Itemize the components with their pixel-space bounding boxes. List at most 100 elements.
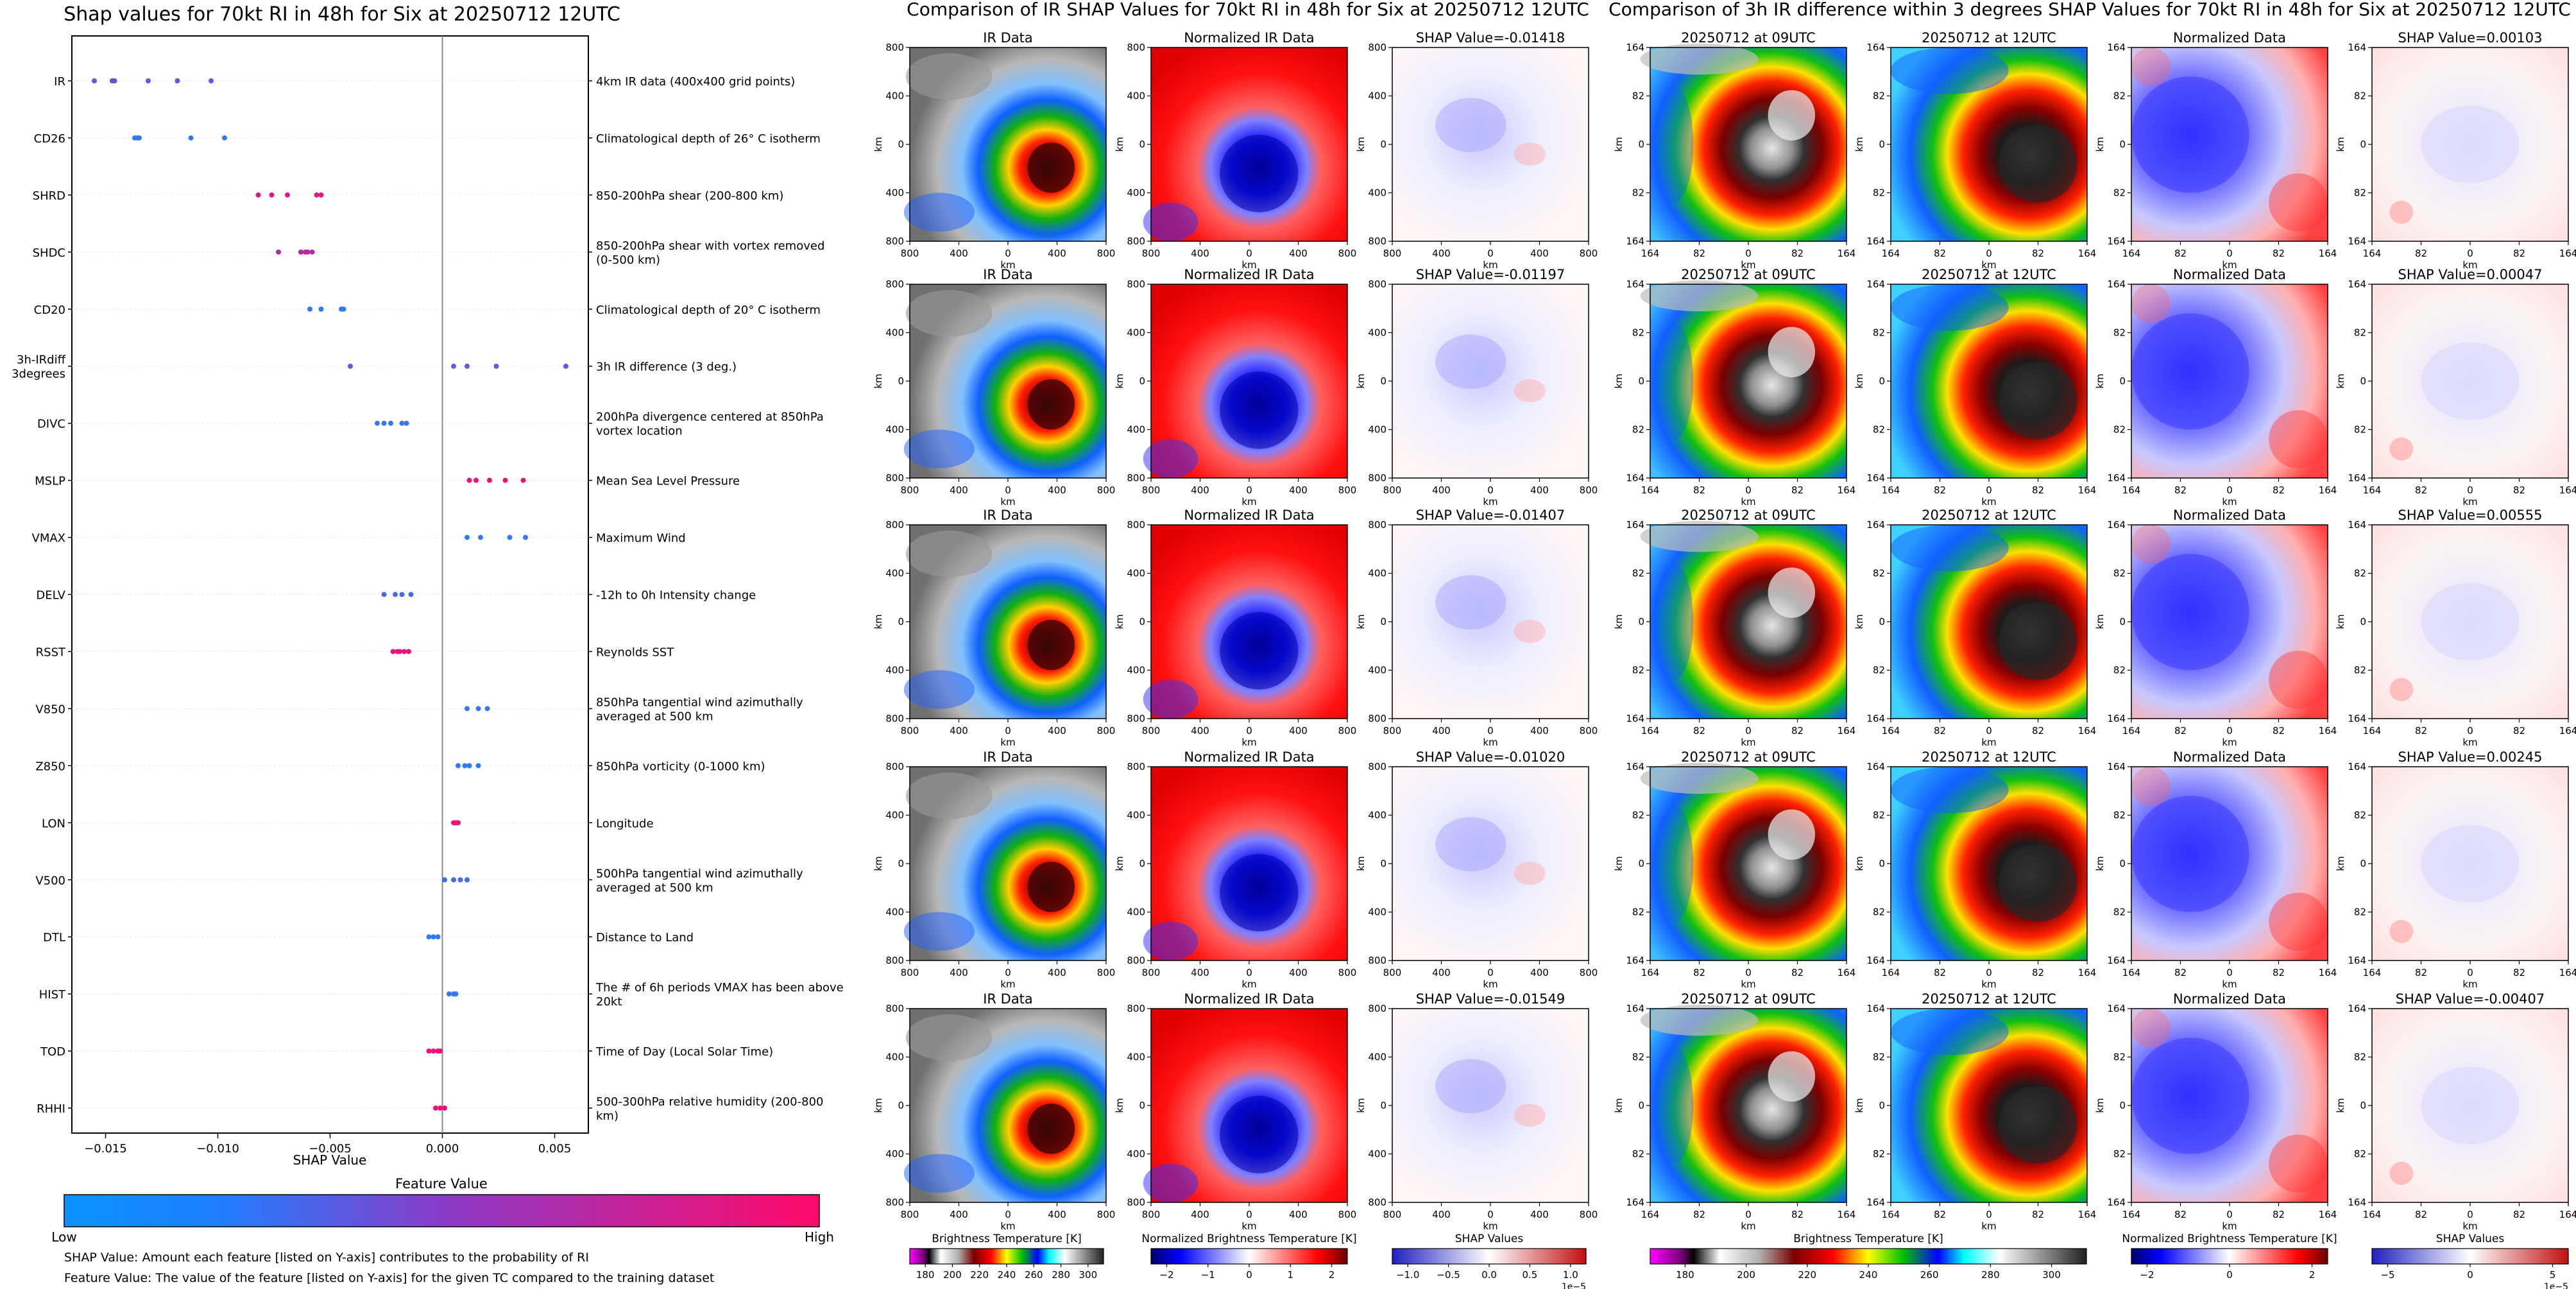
panel-ylabel: km xyxy=(1114,614,1125,629)
xtick-label: 400 xyxy=(1432,248,1451,259)
xtick-label: 164 xyxy=(1838,248,1856,259)
shap-point xyxy=(397,649,402,654)
ytick-label: 164 xyxy=(2348,42,2366,53)
xtick-label: 400 xyxy=(1289,1209,1308,1220)
xtick-label: 0 xyxy=(1005,248,1011,259)
panel-title: Normalized Data xyxy=(2173,508,2286,523)
shap-point xyxy=(475,706,481,712)
ytick-label: 800 xyxy=(1368,235,1386,247)
xtick-label: 400 xyxy=(950,725,968,737)
ytick-label: 0 xyxy=(898,858,904,869)
xtick-label: 82 xyxy=(2174,1209,2187,1220)
image-feature xyxy=(1654,86,1694,203)
colorbar-tick-label: 0.0 xyxy=(1481,1269,1497,1281)
image-feature xyxy=(1640,280,1759,312)
diff-panel-r3-20250712-at-09utc: 20250712 at 09UTC1641648282008282164164k… xyxy=(1613,508,1855,748)
panel-ylabel: km xyxy=(1854,137,1865,151)
ytick-label: 164 xyxy=(2107,761,2126,773)
colorbar-6-shap-values: SHAP Values −5 0 51e−5 xyxy=(2371,1233,2569,1289)
panel-ylabel: km xyxy=(1854,1098,1865,1113)
shap-plot-frame xyxy=(71,35,589,1134)
panel-title: SHAP Value=-0.00407 xyxy=(2396,991,2545,1007)
colorbar-offset: 1e−5 xyxy=(1562,1282,1586,1289)
xtick-label: 800 xyxy=(1383,1209,1402,1220)
xtick-label: 164 xyxy=(1882,725,1900,737)
panel-ylabel: km xyxy=(873,373,884,388)
ytick-label: 164 xyxy=(1626,278,1644,290)
xtick-label: 400 xyxy=(1530,484,1549,496)
image-feature xyxy=(1891,284,2009,331)
shap-point xyxy=(404,420,409,426)
image-feature xyxy=(903,429,975,468)
xtick-label: 82 xyxy=(1934,484,1946,496)
xtick-label: 164 xyxy=(2559,967,2576,978)
image-feature xyxy=(1768,809,1816,860)
diff-panel-r5-shap-value: SHAP Value=-0.00407164164828200828216416… xyxy=(2335,991,2576,1232)
xtick-label: 400 xyxy=(1289,484,1308,496)
xtick-label: 0 xyxy=(2467,725,2473,737)
ytick-label: 800 xyxy=(885,42,904,53)
xtick-label: 164 xyxy=(2363,967,2382,978)
feature-name-label: HIST xyxy=(39,988,66,1002)
xtick-label: 400 xyxy=(1530,248,1549,259)
panel-xlabel: km xyxy=(2222,978,2237,990)
panel-ylabel: km xyxy=(1854,614,1865,629)
ytick-label: 400 xyxy=(1127,568,1145,579)
shap-point xyxy=(222,135,227,141)
xtick-label: 400 xyxy=(1432,1209,1451,1220)
xtick-label: 164 xyxy=(2122,725,2141,737)
xtick-label: 164 xyxy=(1882,1209,1900,1220)
panel-ylabel: km xyxy=(873,856,884,871)
xtick-label: 400 xyxy=(950,1209,968,1220)
panel-xlabel: km xyxy=(1000,737,1015,748)
xtick-label: 164 xyxy=(2559,484,2576,496)
ytick-label: 164 xyxy=(2348,761,2366,773)
image-feature xyxy=(1143,921,1198,961)
ytick-label: 0 xyxy=(2360,616,2366,627)
image-feature xyxy=(1640,520,1759,552)
ytick-label: 82 xyxy=(2113,424,2126,436)
ytick-label: 0 xyxy=(2119,616,2126,627)
feature-name-label: SHDC xyxy=(33,246,65,260)
shap-point xyxy=(408,592,414,597)
shap-point xyxy=(465,534,470,540)
shap-point xyxy=(276,249,281,255)
shap-point xyxy=(451,877,456,883)
xtick-label: 0 xyxy=(2226,725,2233,737)
shap-point xyxy=(285,192,290,198)
xtick-label: 0.005 xyxy=(538,1142,572,1156)
xtick-label: 82 xyxy=(2273,248,2285,259)
image-feature xyxy=(1891,47,2009,94)
ytick-label: 164 xyxy=(2107,955,2126,966)
ytick-label: 0 xyxy=(2119,375,2126,387)
panel-title: SHAP Value=-0.01418 xyxy=(1416,30,1565,46)
ytick-label: 164 xyxy=(1866,472,1885,484)
xtick-label: 400 xyxy=(1432,725,1451,737)
panel-xlabel: km xyxy=(1241,978,1256,990)
colorbar-tick-label: 220 xyxy=(970,1269,989,1281)
xtick-label: 82 xyxy=(2032,248,2044,259)
image-feature xyxy=(1514,379,1546,403)
colorbar-tick-label: 200 xyxy=(943,1269,962,1281)
diff-panel-r4-normalized-data: Normalized Data1641648282008282164164kmk… xyxy=(2094,749,2337,990)
xtick-label: 82 xyxy=(1693,967,1705,978)
panel-xlabel: km xyxy=(1981,259,1996,271)
ytick-label: 0 xyxy=(1638,616,1644,627)
ytick-label: 164 xyxy=(1866,1003,1885,1014)
xtick-label: 164 xyxy=(2363,484,2382,496)
xtick-label: 800 xyxy=(1338,967,1357,978)
colorbar-label: SHAP Values xyxy=(1455,1233,1524,1245)
ytick-label: 400 xyxy=(885,907,904,918)
xtick-label: 164 xyxy=(1882,484,1900,496)
feature-name-label: RHHI xyxy=(37,1102,65,1116)
image-feature xyxy=(1027,1103,1075,1154)
feature-description: Climatological depth of 20° C isotherm xyxy=(596,303,821,317)
panel-title: Normalized Data xyxy=(2173,749,2286,765)
ytick-label: 400 xyxy=(1127,907,1145,918)
colorbar-tick-label: 180 xyxy=(916,1269,935,1281)
xtick-label: 82 xyxy=(1791,967,1804,978)
panel-xlabel: km xyxy=(1981,1220,1996,1232)
shap-point xyxy=(146,78,151,83)
xtick-label: 164 xyxy=(2078,967,2097,978)
shap-point xyxy=(381,592,387,597)
